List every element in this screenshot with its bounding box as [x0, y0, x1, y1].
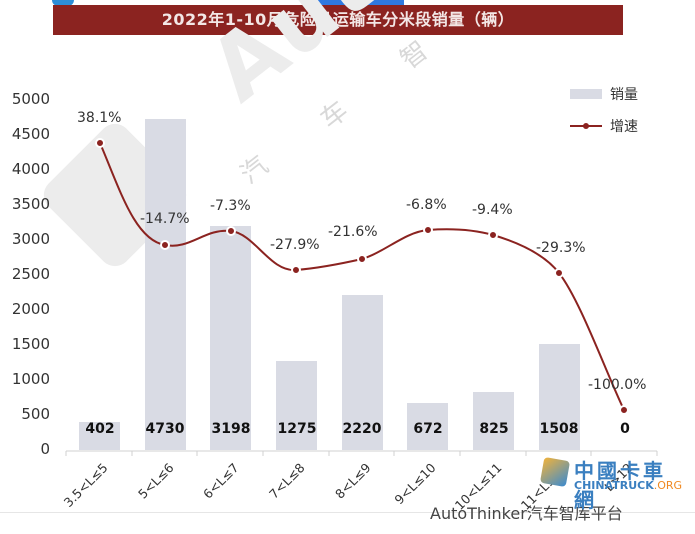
bar-value: 2220 — [342, 421, 382, 437]
y-tick: 1000 — [11, 370, 50, 388]
bar — [473, 392, 514, 450]
chinatruck-cube-icon — [539, 456, 571, 488]
growth-value: -6.8% — [406, 197, 447, 213]
y-tick: 4000 — [11, 160, 50, 178]
legend-item-growth: 增速 — [570, 110, 638, 142]
bar-value: 825 — [479, 421, 509, 437]
chinatruck-cn: 中國卡車網 — [574, 459, 666, 512]
legend-label: 销量 — [610, 87, 638, 103]
bar — [276, 361, 317, 450]
legend-item-sales: 销量 — [570, 78, 638, 110]
chinatruck-logo: 中國卡車網 CHINATRUCK.ORG — [538, 455, 688, 512]
bar-value: 402 — [85, 421, 115, 437]
bar — [145, 119, 186, 450]
line-swatch-icon — [570, 121, 602, 131]
chart-title: 2022年1-10月危险品运输车分米段销量（辆） — [53, 5, 623, 35]
bar — [342, 295, 383, 450]
y-tick: 3500 — [11, 195, 50, 213]
bar-value: 1508 — [539, 421, 579, 437]
legend: 销量 增速 — [570, 78, 638, 142]
growth-value: 38.1% — [77, 110, 122, 126]
growth-value: -14.7% — [140, 211, 190, 227]
bar-value: 4730 — [145, 421, 185, 437]
y-tick: 5000 — [11, 90, 50, 108]
y-tick: 1500 — [11, 335, 50, 353]
y-tick: 4500 — [11, 125, 50, 143]
bar-value: 1275 — [277, 421, 317, 437]
bar — [539, 344, 580, 450]
chinatruck-en-b: .ORG — [653, 479, 683, 492]
footer-divider — [0, 512, 695, 513]
chinatruck-en: CHINATRUCK.ORG — [574, 479, 682, 492]
growth-value: -9.4% — [472, 202, 513, 218]
bar — [210, 226, 251, 450]
top-highlight — [318, 0, 404, 5]
footer-watermark: AutoThinker汽车智库平台 — [430, 504, 623, 523]
x-axis — [65, 450, 658, 456]
y-tick: 2500 — [11, 265, 50, 283]
y-tick: 2000 — [11, 300, 50, 318]
y-tick: 500 — [21, 405, 50, 423]
y-tick: 3000 — [11, 230, 50, 248]
y-tick: 0 — [40, 440, 50, 458]
bar-swatch-icon — [570, 89, 602, 99]
growth-value: -21.6% — [328, 224, 378, 240]
bar-value: 0 — [620, 421, 630, 437]
growth-value: -100.0% — [588, 377, 647, 393]
legend-label: 增速 — [610, 119, 638, 135]
bar — [407, 403, 448, 450]
growth-value: -29.3% — [536, 240, 586, 256]
bar — [79, 422, 120, 450]
chinatruck-en-a: CHINATRUCK — [574, 479, 654, 492]
growth-value: -27.9% — [270, 237, 320, 253]
bars — [79, 119, 580, 450]
app-icon — [52, 0, 74, 6]
bar-value: 3198 — [211, 421, 251, 437]
growth-markers — [95, 138, 629, 415]
bar-value: 672 — [413, 421, 443, 437]
growth-value: -7.3% — [210, 198, 251, 214]
